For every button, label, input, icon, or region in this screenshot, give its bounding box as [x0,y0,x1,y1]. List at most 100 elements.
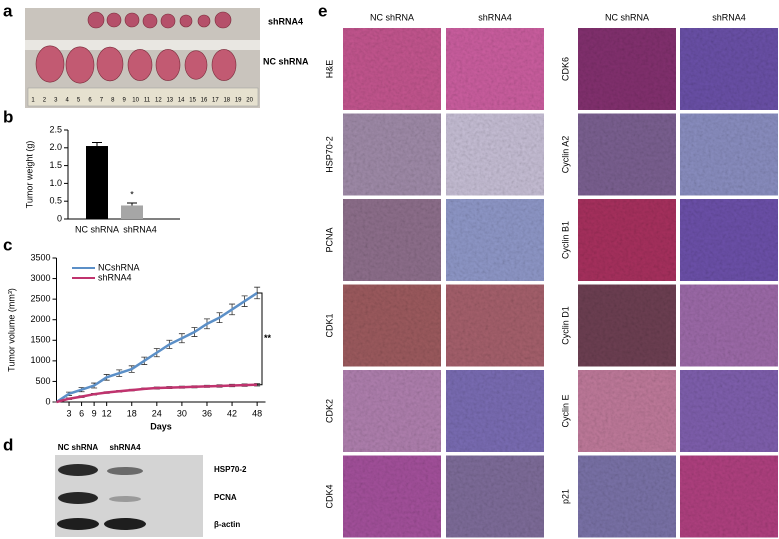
micrograph-texture [446,284,544,367]
y-tick-label: 0.5 [49,196,62,206]
row-label: H&E [324,60,334,79]
panel-letter: b [3,107,13,126]
x-axis-label: Days [150,421,172,431]
column-header: shRNA4 [478,12,512,22]
x-tick-label: shRNA4 [123,224,157,234]
ruler-label: 12 [155,98,162,104]
ruler-label: 15 [189,98,196,104]
blot-band [57,518,99,530]
micrograph-texture [578,113,676,196]
ruler-label: 19 [235,98,242,104]
tumor [124,12,140,28]
micrograph-texture [343,370,441,452]
y-tick-label: 1.0 [49,178,62,188]
tumor [197,14,211,28]
micrograph-texture [446,370,544,452]
blot-band [58,492,98,504]
ruler-label: 1 [31,98,35,104]
x-tick-label: 12 [102,408,112,418]
tumor [127,49,153,81]
micrograph-texture [680,199,778,281]
y-tick-label: 3500 [30,252,50,262]
tumor [96,46,124,82]
tumor [142,13,158,29]
y-tick-label: 1.5 [49,160,62,170]
blot-band [104,518,146,530]
x-tick-label: 9 [92,408,97,418]
ruler-label: 2 [43,98,47,104]
row-label: CDK4 [324,484,334,508]
ruler-label: 13 [166,98,173,104]
row-label: HSP70-2 [214,465,247,474]
column-header: NC shRNA [370,12,414,22]
tumor [160,13,176,29]
annotation: * [130,189,134,199]
ruler-label: 16 [201,98,208,104]
panel-letter: c [3,235,12,254]
x-tick-label: 30 [177,408,187,418]
legend-label: shRNA4 [98,272,132,282]
micrograph-texture [343,455,441,538]
ruler [27,87,259,107]
micrograph-texture [578,455,676,538]
tumor [214,11,232,29]
column-label: shRNA4 [109,443,141,452]
x-tick-label: 18 [127,408,137,418]
micrograph-texture [578,370,676,452]
x-tick-label: 48 [252,408,262,418]
significance-bracket [257,292,263,386]
row-label: Cyclin E [560,394,570,427]
ruler-label: 20 [246,98,253,104]
row-label: PCNA [214,493,237,502]
row-label: Cyclin A2 [560,136,570,174]
row-label: CDK1 [324,313,334,337]
line [56,383,258,404]
ruler-label: 8 [111,98,115,104]
x-tick-label: 24 [152,408,162,418]
panel-letter: d [3,435,13,454]
tumor [179,14,193,28]
row-label: Cyclin B1 [560,221,570,259]
micrograph-texture [343,28,441,110]
ruler-label: 17 [212,98,219,104]
y-tick-label: 0 [45,396,50,406]
micrograph-texture [446,455,544,538]
micrograph-texture [446,113,544,196]
row-label: Cyclin D1 [560,306,570,345]
error-bar [127,202,137,206]
y-axis-label: Tumor weight (g) [24,141,34,209]
y-tick-label: 1000 [30,355,50,365]
x-tick-label: NC shRNA [75,224,119,234]
y-tick-label: 2.5 [49,124,62,134]
micrograph-texture [578,28,676,110]
ruler-label: 9 [123,98,127,104]
x-tick-label: 3 [67,408,72,418]
tumor [155,49,181,81]
y-tick-label: 2000 [30,314,50,324]
x-tick-label: 6 [79,408,84,418]
ruler-label: 10 [132,98,139,104]
micrograph-texture [680,113,778,196]
blot-band [109,496,141,502]
line [55,291,258,404]
blot-band [107,467,143,475]
bar [86,146,108,219]
row-label: PCNA [324,227,334,252]
y-axis-label: Tumor volume (mm³) [6,288,16,372]
row-label: p21 [560,489,570,504]
row-label: CDK2 [324,399,334,423]
micrograph-texture [343,113,441,196]
error-bar [92,141,102,147]
y-tick-label: 2500 [30,294,50,304]
annotation: ** [264,333,272,343]
y-tick-label: 1500 [30,335,50,345]
tumor [106,12,122,28]
column-label: NC shRNA [58,443,99,452]
tumor [211,49,237,81]
ruler-label: 18 [223,98,230,104]
bar [121,205,143,219]
row-label: CDK6 [560,57,570,81]
micrograph-texture [446,28,544,110]
micrograph-texture [578,284,676,367]
